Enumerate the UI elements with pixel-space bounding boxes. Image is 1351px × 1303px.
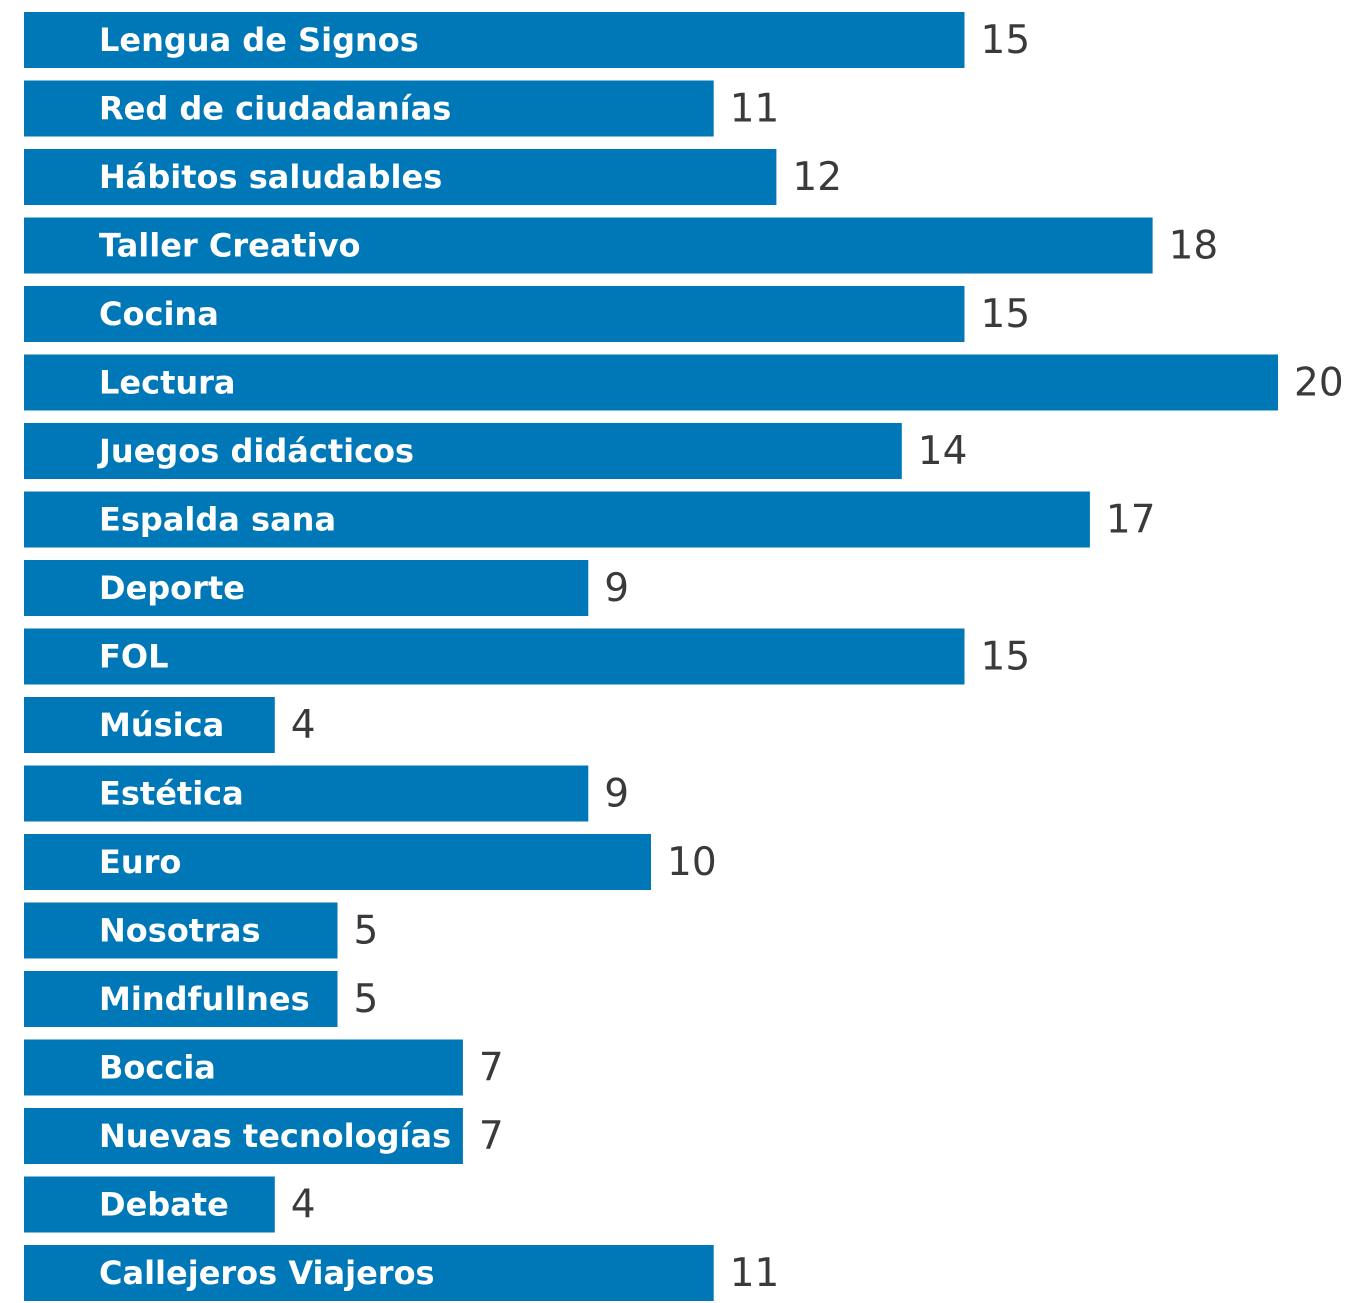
category-label: Nuevas tecnologías (99, 1117, 451, 1155)
value-label: 5 (354, 977, 379, 1022)
category-label: Lengua de Signos (99, 21, 419, 59)
value-label: 12 (792, 155, 842, 200)
bar (24, 902, 338, 959)
category-label: Música (99, 706, 224, 744)
bar (24, 491, 1090, 548)
category-label: Deporte (99, 569, 245, 607)
value-label: 17 (1106, 498, 1156, 543)
category-label: Estética (99, 775, 244, 813)
bar (24, 1108, 463, 1164)
value-label: 9 (604, 566, 629, 611)
value-label: 10 (667, 840, 717, 885)
bar (24, 423, 902, 479)
category-label: Callejeros Viajeros (99, 1254, 435, 1292)
category-label: FOL (99, 638, 168, 676)
value-label: 4 (291, 1183, 316, 1228)
bar (24, 80, 714, 137)
category-label: Lectura (99, 364, 236, 402)
bar (24, 1245, 714, 1301)
bar (24, 354, 1278, 411)
value-label: 7 (479, 1114, 504, 1159)
bar (24, 971, 338, 1027)
value-label: 15 (981, 18, 1031, 63)
value-label: 20 (1294, 361, 1344, 406)
value-label: 11 (730, 1251, 780, 1296)
value-label: 9 (604, 772, 629, 817)
value-label: 5 (354, 909, 379, 954)
value-label: 18 (1169, 224, 1219, 269)
category-label: Cocina (99, 295, 219, 333)
value-label: 4 (291, 703, 316, 748)
bar (24, 149, 777, 205)
bar (24, 1039, 463, 1096)
category-label: Boccia (99, 1049, 216, 1087)
category-label: Nosotras (99, 912, 261, 950)
bar (24, 765, 589, 822)
bar (24, 560, 589, 616)
bar (24, 697, 275, 753)
category-label: Debate (99, 1186, 229, 1224)
category-label: Espalda sana (99, 501, 336, 539)
bars-group: Lengua de Signos 15 Red de ciudadanías 11 Há… (24, 12, 1344, 1301)
category-label: Hábitos saludables (99, 158, 442, 196)
category-label: Taller Creativo (99, 227, 361, 265)
category-label: Red de ciudadanías (99, 90, 451, 128)
bar (24, 217, 1153, 274)
category-label: Euro (99, 843, 181, 881)
bar (24, 834, 651, 890)
bar (24, 1176, 275, 1233)
bar (24, 12, 965, 68)
value-label: 15 (981, 635, 1031, 680)
bar (24, 286, 965, 342)
value-label: 15 (981, 292, 1031, 337)
bar (24, 628, 965, 685)
value-label: 11 (730, 87, 780, 132)
category-label: Mindfullnes (99, 980, 310, 1018)
category-label: Juegos didácticos (97, 432, 414, 470)
value-label: 7 (479, 1046, 504, 1091)
value-label: 14 (918, 429, 968, 474)
